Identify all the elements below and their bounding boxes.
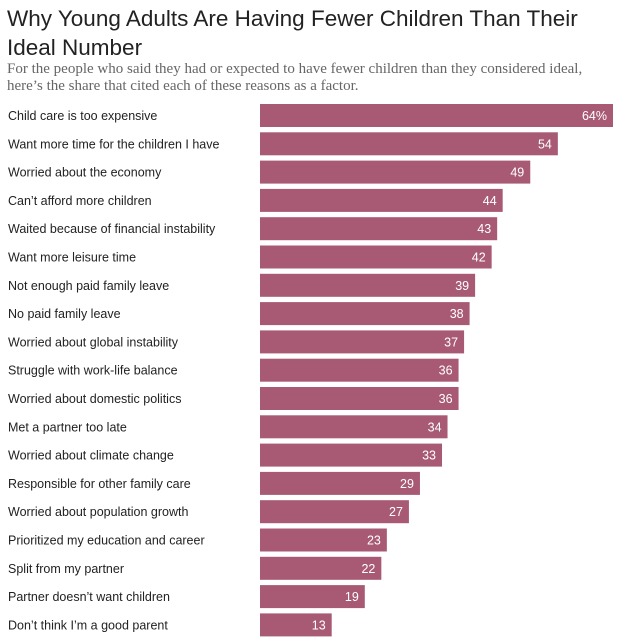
value-label: 22 xyxy=(361,562,375,576)
value-label: 37 xyxy=(444,335,458,349)
category-label: Worried about global instability xyxy=(8,335,179,349)
category-label: No paid family leave xyxy=(8,307,121,321)
value-label: 19 xyxy=(345,590,359,604)
category-label: Waited because of financial instability xyxy=(8,222,216,236)
bar xyxy=(260,415,448,439)
value-label: 44 xyxy=(483,194,497,208)
value-label: 34 xyxy=(428,420,442,434)
category-label: Split from my partner xyxy=(8,562,124,576)
category-label: Not enough paid family leave xyxy=(8,279,169,293)
bar xyxy=(260,556,382,580)
bar xyxy=(260,528,387,552)
category-label: Worried about domestic politics xyxy=(8,392,181,406)
bar xyxy=(260,613,332,637)
bar xyxy=(260,217,498,241)
category-label: Can’t afford more children xyxy=(8,194,152,208)
category-label: Worried about climate change xyxy=(8,449,174,463)
value-label: 39 xyxy=(455,279,469,293)
value-label: 43 xyxy=(477,222,491,236)
category-label: Child care is too expensive xyxy=(8,109,157,123)
chart-title: Why Young Adults Are Having Fewer Childr… xyxy=(7,6,578,60)
value-label: 36 xyxy=(439,392,453,406)
category-label: Struggle with work-life balance xyxy=(8,364,178,378)
bar xyxy=(260,273,476,297)
value-label: 27 xyxy=(389,505,403,519)
category-label: Responsible for other family care xyxy=(8,477,191,491)
bar xyxy=(260,387,459,410)
category-label: Met a partner too late xyxy=(8,420,127,434)
bar xyxy=(260,443,443,467)
category-label: Want more time for the children I have xyxy=(8,137,219,151)
category-label: Partner doesn’t want children xyxy=(8,590,170,604)
category-label: Prioritized my education and career xyxy=(8,534,205,548)
bar xyxy=(260,302,470,326)
bar xyxy=(260,500,409,524)
bar xyxy=(260,160,531,184)
bar xyxy=(260,188,503,212)
category-label: Worried about population growth xyxy=(8,505,188,519)
bar xyxy=(260,245,492,269)
category-label: Want more leisure time xyxy=(8,251,136,265)
category-label: Don’t think I’m a good parent xyxy=(8,618,168,632)
bar xyxy=(260,585,365,609)
value-label: 49 xyxy=(510,166,524,180)
chart-subtitle: For the people who said they had or expe… xyxy=(7,61,583,94)
category-label: Worried about the economy xyxy=(8,166,162,180)
value-label: 36 xyxy=(439,364,453,378)
value-label: 29 xyxy=(400,477,414,491)
bar xyxy=(260,471,420,495)
value-label: 38 xyxy=(450,307,464,321)
bar xyxy=(260,132,558,156)
value-label: 23 xyxy=(367,534,381,548)
bar xyxy=(260,104,613,127)
value-label: 13 xyxy=(312,618,326,632)
value-label: 33 xyxy=(422,449,436,463)
bar xyxy=(260,358,459,382)
bar xyxy=(260,330,465,354)
value-label: 42 xyxy=(472,251,486,265)
value-label: 54 xyxy=(538,137,552,151)
value-label: 64% xyxy=(582,109,607,123)
